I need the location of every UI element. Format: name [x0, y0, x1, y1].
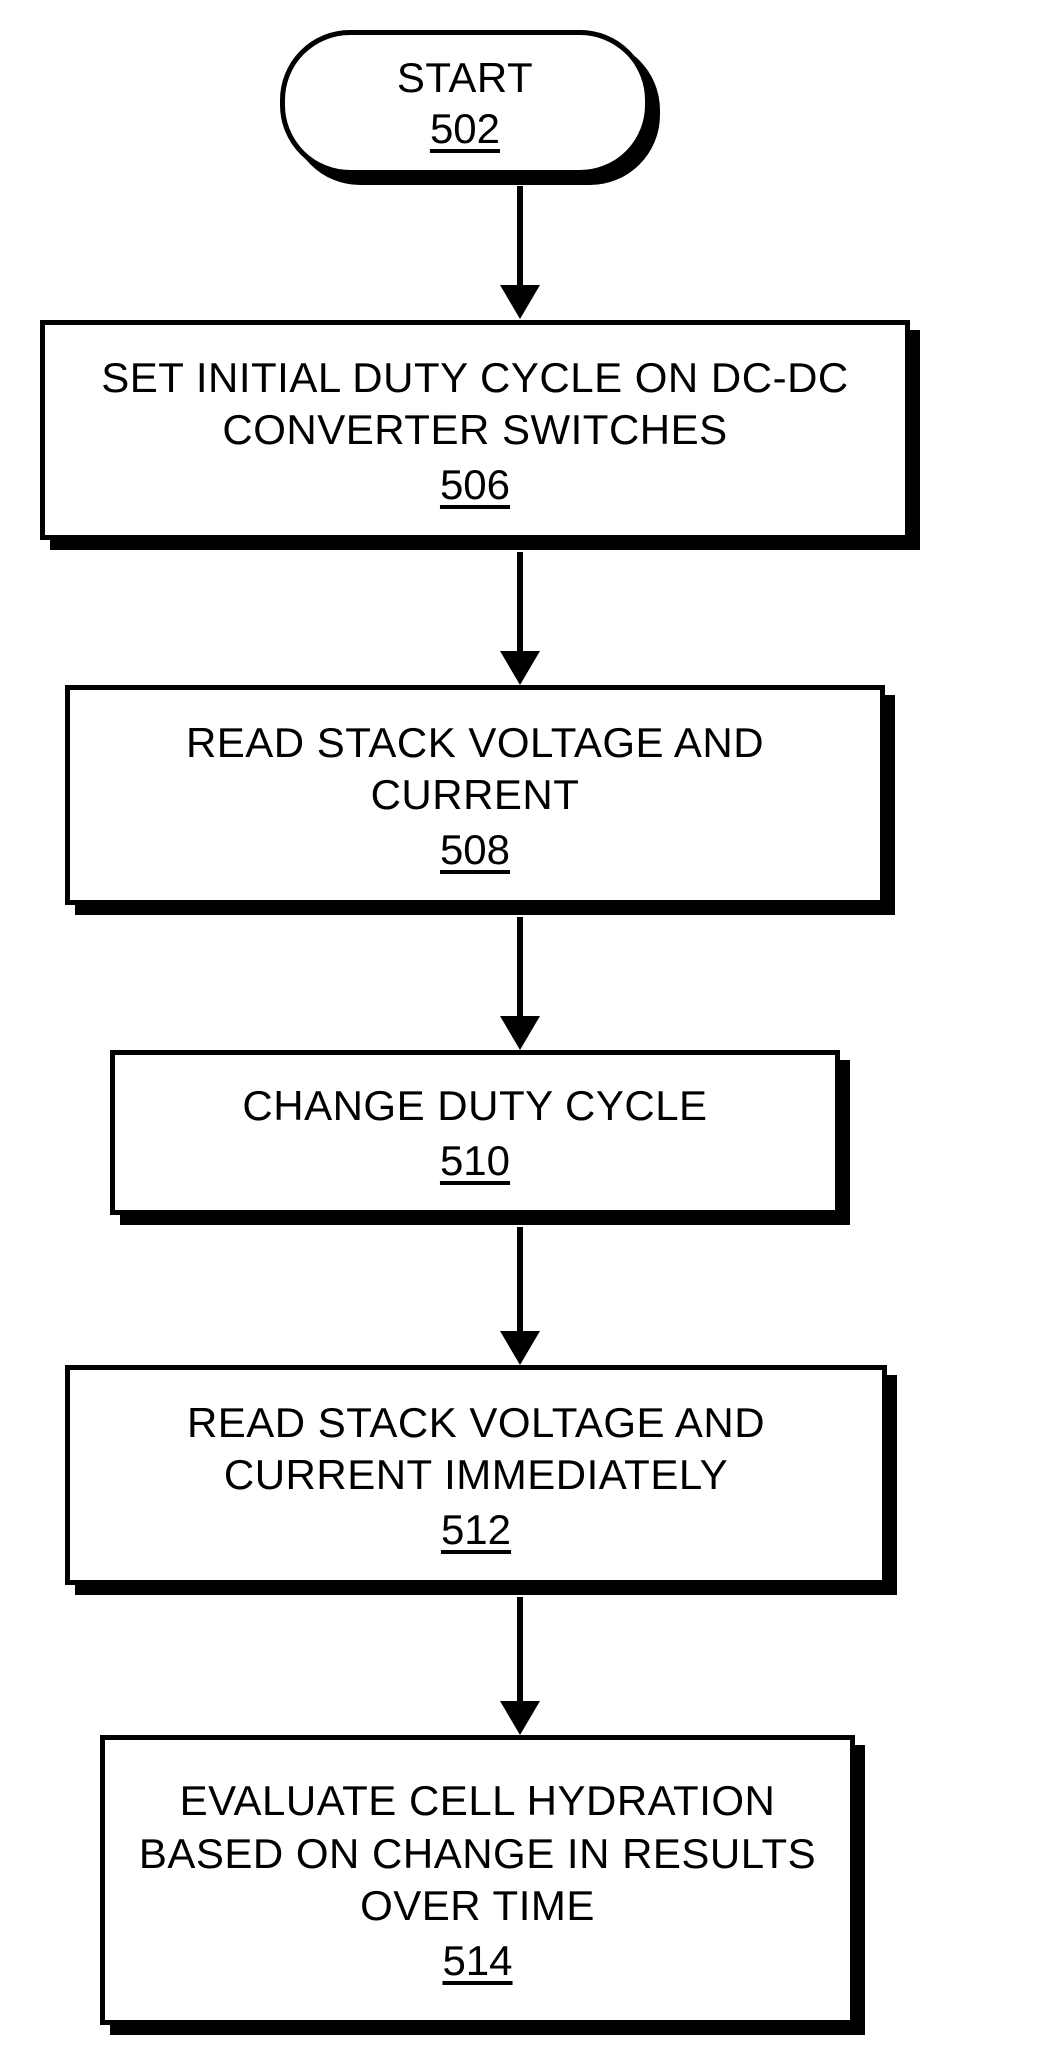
- flowchart-arrow: [500, 917, 540, 1050]
- node-ref: 508: [440, 826, 510, 874]
- node-text: READ STACK VOLTAGE AND CURRENT: [70, 717, 880, 822]
- node-ref: 514: [442, 1937, 512, 1985]
- node-ref: 512: [441, 1506, 511, 1554]
- node-ref: 506: [440, 461, 510, 509]
- flowchart-node-read-vc-imm: READ STACK VOLTAGE AND CURRENT IMMEDIATE…: [65, 1365, 887, 1585]
- flowchart-node-evaluate: EVALUATE CELL HYDRATION BASED ON CHANGE …: [100, 1735, 855, 2025]
- node-text: CHANGE DUTY CYCLE: [222, 1080, 727, 1133]
- flowchart-node-read-vc: READ STACK VOLTAGE AND CURRENT 508: [65, 685, 885, 905]
- flowchart-arrow: [500, 552, 540, 685]
- node-text: EVALUATE CELL HYDRATION BASED ON CHANGE …: [105, 1775, 850, 1933]
- flowchart-arrow: [500, 186, 540, 319]
- flowchart-arrow: [500, 1597, 540, 1735]
- flowchart-node-start: START 502: [280, 30, 650, 175]
- flowchart-node-change-duty: CHANGE DUTY CYCLE 510: [110, 1050, 840, 1215]
- flowchart-container: START 502 SET INITIAL DUTY CYCLE ON DC-D…: [0, 0, 1040, 2068]
- node-text: START: [377, 52, 553, 105]
- flowchart-node-set-duty: SET INITIAL DUTY CYCLE ON DC-DC CONVERTE…: [40, 320, 910, 540]
- node-text: SET INITIAL DUTY CYCLE ON DC-DC CONVERTE…: [45, 352, 905, 457]
- node-ref: 502: [430, 105, 500, 153]
- flowchart-arrow: [500, 1227, 540, 1365]
- node-ref: 510: [440, 1137, 510, 1185]
- node-text: READ STACK VOLTAGE AND CURRENT IMMEDIATE…: [70, 1397, 882, 1502]
